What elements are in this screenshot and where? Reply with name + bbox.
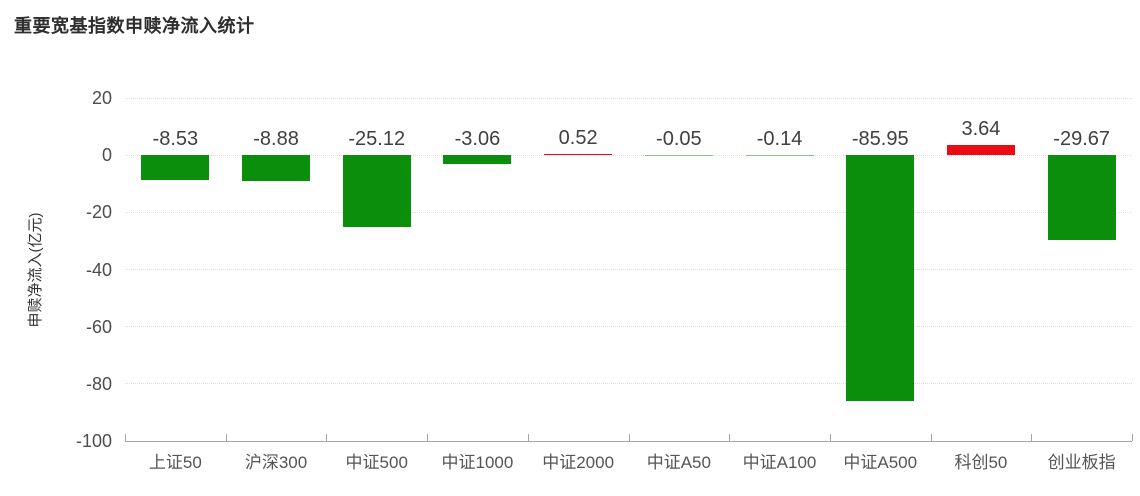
gridline: [125, 269, 1132, 270]
bar-value-label: -8.53: [152, 128, 199, 151]
bar: [141, 155, 210, 180]
bar-value-label: -0.05: [656, 128, 702, 151]
gridline: [125, 97, 1132, 99]
x-axis-tick: [1132, 434, 1133, 441]
bar-value-label: -8.88: [253, 128, 299, 151]
x-axis-category-label: 科创50: [954, 453, 1008, 472]
x-axis-category-label: 创业板指: [1047, 453, 1116, 472]
y-axis-tick-label: -40: [85, 259, 112, 280]
bar: [544, 153, 613, 156]
chart-title: 重要宽基指数申赎净流入统计: [14, 16, 255, 36]
bar-value-label: -25.12: [348, 128, 406, 151]
x-axis-tick: [226, 434, 227, 441]
bar: [946, 144, 1015, 156]
bar: [242, 155, 311, 181]
gridline: [125, 326, 1132, 328]
y-axis-tick-label: 0: [101, 145, 112, 166]
x-axis-category-label: 中证1000: [441, 453, 514, 472]
x-axis-category-label: 沪深300: [244, 453, 308, 472]
x-axis-tick: [629, 434, 630, 441]
x-axis-tick: [1031, 434, 1032, 441]
y-axis-tick-label: -100: [75, 431, 112, 451]
x-axis-tick: [729, 434, 730, 441]
x-axis-category-label: 上证50: [148, 453, 202, 472]
gridline: [125, 383, 1132, 385]
x-axis-category-label: 中证A500: [843, 453, 918, 472]
x-axis-tick: [528, 434, 529, 441]
bar-value-label: -0.14: [756, 128, 803, 151]
bar-value-label: 0.52: [558, 126, 598, 149]
y-axis-tick-label: 20: [91, 88, 112, 108]
x-axis-category-label: 中证A50: [646, 453, 711, 472]
x-axis-category-label: 中证A100: [742, 453, 817, 472]
x-axis-tick: [830, 434, 831, 441]
x-axis-tick: [427, 434, 428, 441]
bar-value-label: -29.67: [1053, 128, 1110, 151]
y-axis-tick-label: -80: [85, 373, 112, 394]
x-axis-tick: [125, 434, 126, 441]
x-axis-line: [125, 441, 1132, 442]
gridline: [125, 154, 1132, 156]
bar: [342, 155, 411, 227]
bar-value-label: -3.06: [454, 128, 501, 151]
x-axis-tick: [931, 434, 932, 441]
y-axis-tick-label: -60: [85, 316, 112, 337]
x-axis-tick: [326, 434, 327, 441]
bar: [443, 155, 512, 164]
gridline: [125, 211, 1132, 213]
bar: [745, 155, 814, 157]
x-axis-category-label: 中证2000: [542, 453, 615, 472]
x-axis-category-label: 中证500: [345, 453, 408, 472]
bar: [846, 155, 915, 401]
bar-value-label: 3.64: [961, 117, 1001, 140]
bar: [644, 155, 713, 157]
bar-value-label: -85.95: [851, 128, 909, 151]
y-axis-tick-label: -20: [85, 202, 112, 223]
bar: [1047, 155, 1116, 240]
